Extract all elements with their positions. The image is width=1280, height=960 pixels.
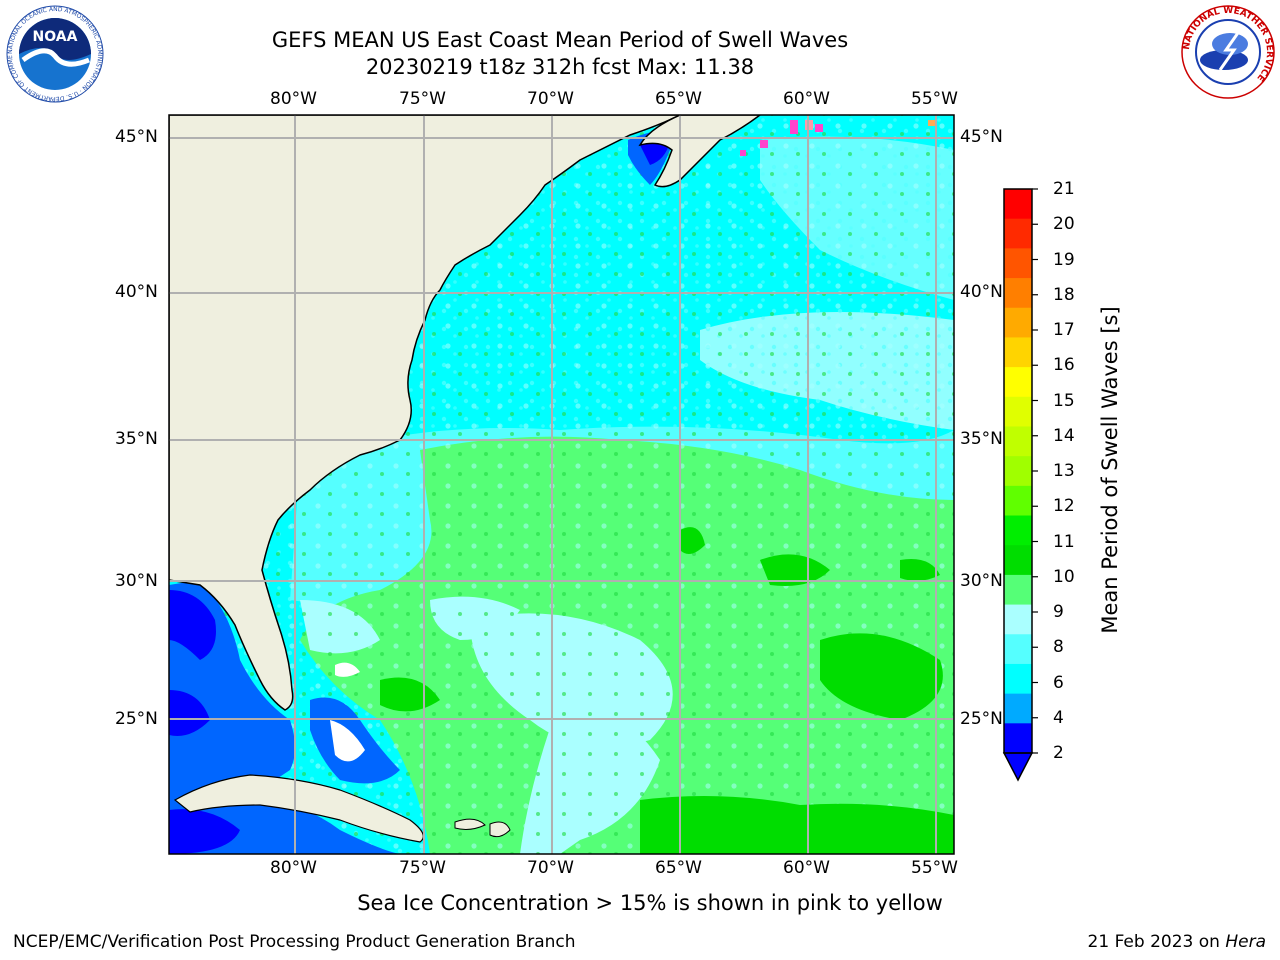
colorbar-tick-label: 9: [1053, 602, 1064, 622]
lat-label-left: 35°N: [115, 429, 158, 449]
colorbar-tick-label: 12: [1053, 496, 1075, 517]
lat-label-left: 45°N: [115, 127, 158, 147]
lon-label-top: 60°W: [783, 89, 830, 109]
noaa-logo-text: NOAA: [33, 29, 78, 45]
lon-label-top: 80°W: [270, 89, 317, 109]
colorbar-swatch: [1004, 515, 1032, 546]
colorbar-tick-label: 13: [1053, 461, 1075, 481]
colorbar-swatch: [1004, 574, 1032, 606]
lat-label-right: 40°N: [960, 282, 1003, 302]
colorbar-tick-label: 14: [1053, 425, 1075, 446]
colorbar-swatch: [1004, 693, 1032, 724]
lon-label-bottom: 55°W: [911, 858, 958, 878]
colorbar-swatch: [1004, 367, 1032, 398]
colorbar-tick-label: 21: [1053, 179, 1075, 199]
colorbar-tick-label: 8: [1053, 637, 1064, 658]
lat-label-left: 40°N: [115, 282, 158, 302]
map-subtitle: 20230219 t18z 312h fcst Max: 11.38: [365, 55, 755, 79]
nova-scotia: [638, 115, 762, 188]
colorbar-tick-label: 6: [1053, 672, 1064, 693]
colorbar: [1002, 188, 1038, 782]
colorbar-extend-arrow: [1002, 752, 1034, 782]
colorbar-swatch: [1004, 278, 1032, 309]
colorbar-swatch: [1004, 545, 1032, 576]
credit-date: 21 Feb 2023 on Hera: [1087, 932, 1266, 952]
lat-label-left: 25°N: [115, 709, 158, 729]
lat-label-left: 30°N: [115, 571, 158, 591]
lon-label-bottom: 75°W: [399, 858, 446, 878]
credit-machine: Hera: [1225, 932, 1266, 952]
map-frame: [169, 115, 954, 854]
colorbar-swatch: [1004, 604, 1032, 635]
colorbar-tick-label: 19: [1053, 249, 1075, 270]
lon-label-top: 65°W: [655, 89, 702, 109]
map-title: GEFS MEAN US East Coast Mean Period of S…: [271, 28, 849, 52]
colorbar-swatch: [1004, 485, 1032, 517]
colorbar-swatch: [1004, 189, 1032, 220]
noaa-logo: NOAA NATIONAL OCEANIC AND ATMOSPHERIC AD…: [5, 4, 104, 103]
us-landmass: [169, 115, 681, 711]
colorbar-swatch: [1004, 426, 1032, 457]
lon-label-top: 55°W: [911, 89, 958, 109]
colorbar-tick-label: 4: [1053, 707, 1064, 728]
colorbar-swatch: [1004, 456, 1032, 487]
lat-label-right: 35°N: [960, 429, 1003, 449]
lon-label-bottom: 70°W: [527, 858, 574, 878]
colorbar-swatch: [1004, 723, 1032, 754]
colorbar-swatch: [1004, 396, 1032, 427]
credit-branch: NCEP/EMC/Verification Post Processing Pr…: [13, 932, 576, 952]
sea-ice-note: Sea Ice Concentration > 15% is shown in …: [357, 891, 943, 915]
colorbar-tick-label: 15: [1053, 390, 1075, 411]
colorbar-tick-label: 18: [1053, 284, 1075, 305]
colorbar-swatch: [1004, 218, 1032, 249]
colorbar-tick-label: 11: [1053, 531, 1075, 552]
lat-label-right: 45°N: [960, 127, 1003, 147]
colorbar-swatch: [1004, 337, 1032, 368]
colorbar-tick-label: 17: [1053, 320, 1075, 340]
colorbar-swatch: [1004, 307, 1032, 338]
lat-label-right: 25°N: [960, 709, 1003, 729]
colorbar-tick-label: 20: [1053, 214, 1075, 235]
lon-label-top: 75°W: [399, 89, 446, 109]
nws-logo: NATIONAL WEATHER SERVICE: [1181, 5, 1275, 99]
colorbar-tick-label: 16: [1053, 355, 1075, 376]
lon-label-bottom: 80°W: [270, 858, 317, 878]
colorbar-tick-label: 2: [1053, 743, 1064, 763]
graticule: [169, 115, 954, 854]
lon-label-top: 70°W: [527, 89, 574, 109]
lon-label-bottom: 60°W: [783, 858, 830, 878]
colorbar-swatch: [1004, 663, 1032, 695]
lon-label-bottom: 65°W: [655, 858, 702, 878]
colorbar-swatch: [1004, 634, 1032, 665]
lat-label-right: 30°N: [960, 571, 1003, 591]
colorbar-tick-label: 10: [1053, 566, 1075, 587]
colorbar-swatch: [1004, 248, 1032, 279]
